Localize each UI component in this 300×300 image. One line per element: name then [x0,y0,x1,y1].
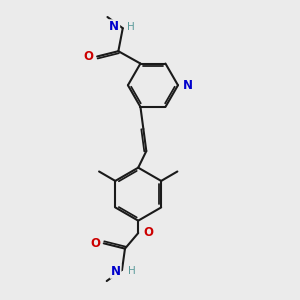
Text: N: N [109,20,119,33]
Text: O: O [84,50,94,63]
Text: N: N [183,79,193,92]
Text: N: N [111,265,121,278]
Text: O: O [143,226,154,239]
Text: O: O [90,237,100,250]
Text: H: H [127,22,135,32]
Text: H: H [128,266,136,276]
